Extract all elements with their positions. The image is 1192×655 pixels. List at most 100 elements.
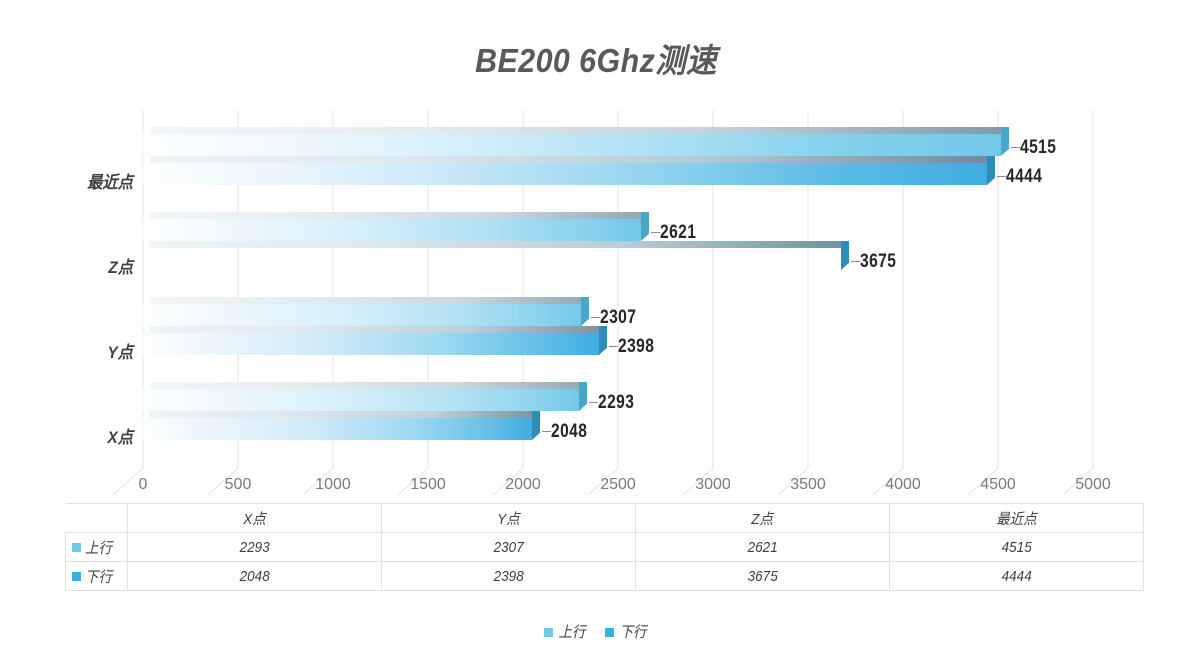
legend-item-up-label: 上行: [558, 624, 586, 641]
table-row-label-up-text: 上行: [85, 539, 113, 557]
table-cell: 2048: [127, 561, 382, 591]
value-leader-line: [851, 261, 860, 262]
bar-front-face: [143, 304, 581, 326]
table-corner-cell: [65, 503, 128, 533]
x-tick-1500: 1500: [410, 476, 446, 493]
table-header-y-text: Y点: [497, 510, 520, 528]
bar-end-cap: [841, 241, 849, 270]
value-leader-line: [997, 176, 1006, 177]
x-tick-3500: 3500: [790, 476, 826, 493]
table-cell-text: 2293: [239, 538, 270, 556]
bar-nearest-down[interactable]: [143, 156, 995, 185]
table-cell-text: 2621: [747, 538, 778, 556]
table-cell: 2621: [635, 532, 890, 562]
bar-top-face: [150, 127, 1008, 134]
bar-nearest-up[interactable]: [143, 127, 1009, 156]
table-header-nearest: 最近点: [889, 503, 1144, 533]
value-leader-line: [609, 346, 618, 347]
table-cell-text: 2048: [239, 567, 270, 585]
x-tick-4000: 4000: [885, 476, 921, 493]
bar-top-face: [150, 382, 586, 389]
value-label-nearest-up: 4515: [1020, 137, 1057, 158]
bar-x-down[interactable]: [143, 411, 540, 440]
value-label-y-up: 2307: [600, 307, 637, 328]
table-cell-text: 2398: [493, 567, 524, 585]
category-label-z: Z点: [108, 258, 133, 277]
table-cell: 4515: [889, 532, 1144, 562]
value-leader-line: [589, 402, 598, 403]
bar-end-cap: [579, 382, 587, 411]
bar-end-cap: [987, 156, 995, 185]
table-header-z-text: Z点: [751, 510, 774, 528]
bar-z-up[interactable]: [143, 212, 649, 241]
bar-y-down[interactable]: [143, 326, 607, 355]
bar-end-cap: [599, 326, 607, 355]
x-tick-5000: 5000: [1075, 476, 1111, 493]
bar-top-face: [150, 241, 848, 248]
value-label-nearest-down: 4444: [1006, 166, 1043, 187]
table-cell: 2307: [381, 532, 636, 562]
value-leader-line: [542, 431, 551, 432]
bar-top-face: [150, 297, 588, 304]
chart-plot-area: 4515 4444 2621: [112, 110, 1094, 496]
bar-front-face: [143, 163, 987, 185]
table-row: 下行 2048 2398 3675 4444: [65, 561, 1144, 591]
bar-front-face: [143, 134, 1001, 156]
table-row-label-up: 上行: [65, 532, 128, 562]
table-cell-text: 3675: [747, 567, 778, 585]
x-tick-0: 0: [138, 476, 148, 493]
data-table: X点 Y点 Z点 最近点 上行 2293 2307 2621 4515 下行 2…: [65, 503, 1144, 591]
table-cell-text: 4515: [1001, 538, 1032, 556]
x-tick-4500: 4500: [980, 476, 1016, 493]
x-tick-2000: 2000: [505, 476, 541, 493]
table-header-x: X点: [127, 503, 382, 533]
table-cell-text: 4444: [1001, 567, 1032, 585]
bar-top-face: [150, 326, 606, 333]
value-leader-line: [591, 317, 600, 318]
bar-end-cap: [641, 212, 649, 241]
table-cell: 2293: [127, 532, 382, 562]
bar-end-cap: [1001, 127, 1009, 156]
bar-front-face: [143, 389, 579, 411]
bar-y-up[interactable]: [143, 297, 589, 326]
y-axis-category-labels: 最近点 Z点 Y点 X点: [0, 110, 133, 472]
legend-swatch-up-icon: [543, 627, 553, 637]
bar-z-down[interactable]: [143, 241, 849, 270]
legend-swatch-down-icon: [605, 627, 615, 637]
table-cell: 2398: [381, 561, 636, 591]
category-label-nearest: 最近点: [87, 173, 133, 192]
bar-front-face: [143, 418, 532, 440]
bar-end-cap: [532, 411, 540, 440]
table-header-row: X点 Y点 Z点 最近点: [65, 503, 1144, 533]
value-label-x-down: 2048: [551, 421, 588, 442]
bar-top-face: [150, 411, 539, 418]
table-header-z: Z点: [635, 503, 890, 533]
x-tick-500: 500: [224, 476, 252, 493]
bar-x-up[interactable]: [143, 382, 587, 411]
table-row-label-down: 下行: [65, 561, 128, 591]
x-tick-2500: 2500: [600, 476, 636, 493]
value-leader-line: [1011, 147, 1020, 148]
table-cell-text: 2307: [493, 538, 524, 556]
bar-top-face: [150, 212, 648, 219]
table-cell: 3675: [635, 561, 890, 591]
category-label-x: X点: [107, 428, 133, 447]
legend-item-down[interactable]: 下行: [605, 621, 648, 642]
legend-item-down-label: 下行: [619, 624, 647, 641]
value-leader-line: [651, 232, 660, 233]
page-title: BE200 6Ghz测速: [475, 42, 717, 79]
table-cell: 4444: [889, 561, 1144, 591]
bar-front-face: [143, 219, 641, 241]
value-label-z-down: 3675: [860, 251, 897, 272]
table-header-x-text: X点: [243, 510, 266, 528]
value-label-x-up: 2293: [598, 392, 635, 413]
value-label-y-down: 2398: [618, 336, 655, 357]
x-tick-3000: 3000: [695, 476, 731, 493]
bar-front-face: [143, 248, 841, 270]
x-tick-1000: 1000: [315, 476, 351, 493]
bar-front-face: [143, 333, 599, 355]
x-axis-tick-labels: 0 500 1000 1500 2000 2500 3000 3500 4000…: [0, 476, 1192, 500]
bar-end-cap: [581, 297, 589, 326]
bar-top-face: [150, 156, 994, 163]
legend-item-up[interactable]: 上行: [543, 621, 587, 642]
